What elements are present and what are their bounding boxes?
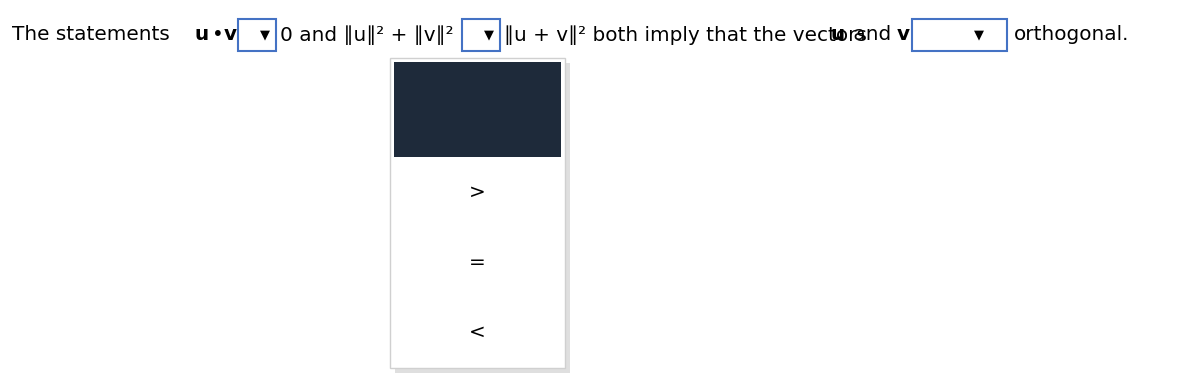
Bar xyxy=(912,19,1007,51)
Text: The statements: The statements xyxy=(12,26,176,45)
Text: >: > xyxy=(469,183,486,202)
Text: u: u xyxy=(194,26,209,45)
Text: and: and xyxy=(847,26,898,45)
Bar xyxy=(390,58,565,368)
Text: 0 and ∥u∥² + ∥v∥²: 0 and ∥u∥² + ∥v∥² xyxy=(280,25,454,45)
Text: <: < xyxy=(469,323,486,342)
Text: orthogonal.: orthogonal. xyxy=(1014,26,1129,45)
Text: v: v xyxy=(898,26,910,45)
Text: ▼: ▼ xyxy=(973,29,984,41)
Text: =: = xyxy=(469,253,486,272)
Text: ∥u + v∥² both imply that the vectors: ∥u + v∥² both imply that the vectors xyxy=(504,25,874,45)
Text: ▼: ▼ xyxy=(259,29,270,41)
Bar xyxy=(394,62,562,157)
Bar xyxy=(238,19,276,51)
Text: •: • xyxy=(212,26,223,45)
Text: ▼: ▼ xyxy=(484,29,493,41)
Bar xyxy=(462,19,500,51)
Text: u: u xyxy=(830,26,844,45)
Text: v: v xyxy=(224,26,238,45)
Bar xyxy=(395,63,570,373)
